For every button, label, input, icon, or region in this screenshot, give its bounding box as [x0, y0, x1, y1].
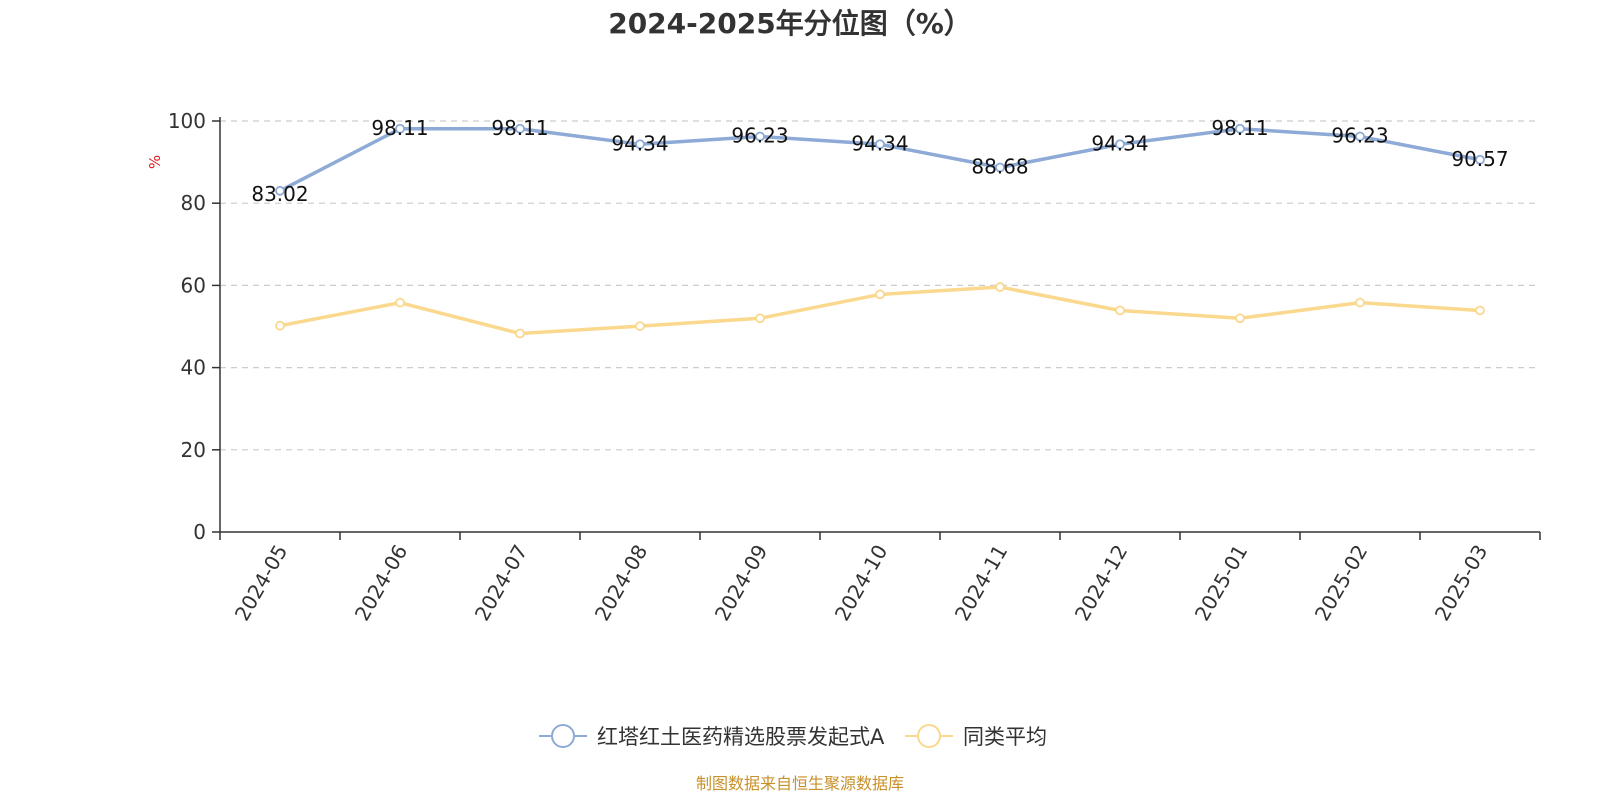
x-tick-label: 2024-09 — [710, 541, 773, 625]
data-point — [875, 139, 885, 150]
data-point — [635, 321, 645, 331]
data-label: 98.11 — [491, 116, 548, 140]
legend-circle-icon — [551, 724, 575, 748]
y-tick-label: 80 — [181, 191, 206, 215]
data-point — [755, 131, 765, 142]
x-tick-label: 2024-12 — [1070, 541, 1133, 625]
data-point — [1235, 123, 1245, 134]
data-label: 94.34 — [851, 131, 908, 155]
data-labels: 83.02 98.11 98.11 94.34 96.23 94.34 88.68 94.34… — [251, 116, 1508, 206]
data-label: 98.11 — [1211, 116, 1268, 140]
legend: 红塔红土医药精选股票发起式A 同类平均 — [539, 724, 1047, 749]
data-point — [635, 139, 645, 150]
series-group — [275, 123, 1485, 339]
data-point — [1355, 131, 1365, 142]
data-point — [1115, 305, 1125, 316]
x-tick-label: 2024-11 — [950, 541, 1013, 625]
data-point — [995, 162, 1005, 173]
data-point — [875, 289, 885, 300]
data-point — [755, 313, 765, 324]
legend-circle-icon — [917, 724, 941, 748]
data-label: 96.23 — [731, 123, 788, 147]
x-tick-label: 2024-05 — [230, 541, 293, 625]
data-label: 88.68 — [971, 155, 1028, 179]
legend-item-1: 同类平均 — [905, 724, 1047, 749]
data-point — [395, 123, 405, 134]
y-tick-label: 20 — [181, 438, 206, 462]
x-tick-label: 2024-07 — [470, 541, 533, 625]
data-point — [1475, 305, 1485, 316]
data-label: 96.23 — [1331, 123, 1388, 147]
data-point — [275, 185, 285, 196]
data-point — [1355, 297, 1365, 308]
legend-label: 同类平均 — [963, 725, 1047, 749]
x-tick-label: 2024-08 — [590, 541, 653, 625]
x-tick-label: 2024-10 — [830, 541, 893, 625]
data-label: 90.57 — [1451, 147, 1508, 171]
y-axis-unit: % — [146, 155, 164, 169]
y-tick-label: 100 — [168, 109, 206, 133]
data-label: 94.34 — [611, 131, 668, 155]
y-tick-label: 40 — [181, 356, 206, 380]
data-label: 94.34 — [1091, 131, 1148, 155]
source-note: 制图数据来自恒生聚源数据库 — [696, 774, 904, 793]
data-point — [275, 320, 285, 331]
x-tick-label: 2024-06 — [350, 541, 413, 625]
data-point — [515, 328, 525, 339]
axes: 0 20 40 60 80 100 2024-05 2024-06 2024-07 2024-08… — [168, 109, 1541, 625]
x-tick-label: 2025-03 — [1430, 541, 1493, 625]
legend-label: 红塔红土医药精选股票发起式A — [597, 725, 885, 749]
data-point — [395, 297, 405, 308]
y-tick-label: 0 — [193, 520, 206, 544]
data-label: 83.02 — [251, 182, 308, 206]
x-tick-label: 2025-01 — [1190, 541, 1253, 625]
x-tick-label: 2025-02 — [1310, 541, 1373, 625]
data-point — [515, 123, 525, 134]
data-point — [1235, 313, 1245, 324]
grid-lines — [220, 120, 1540, 451]
data-point — [995, 282, 1005, 292]
data-label: 98.11 — [371, 116, 428, 140]
chart-title: 2024-2025年分位图（%） — [608, 7, 972, 40]
y-tick-label: 60 — [181, 273, 206, 297]
data-point — [1115, 139, 1125, 150]
legend-item-0: 红塔红土医药精选股票发起式A — [539, 724, 885, 749]
data-point — [1475, 154, 1485, 165]
